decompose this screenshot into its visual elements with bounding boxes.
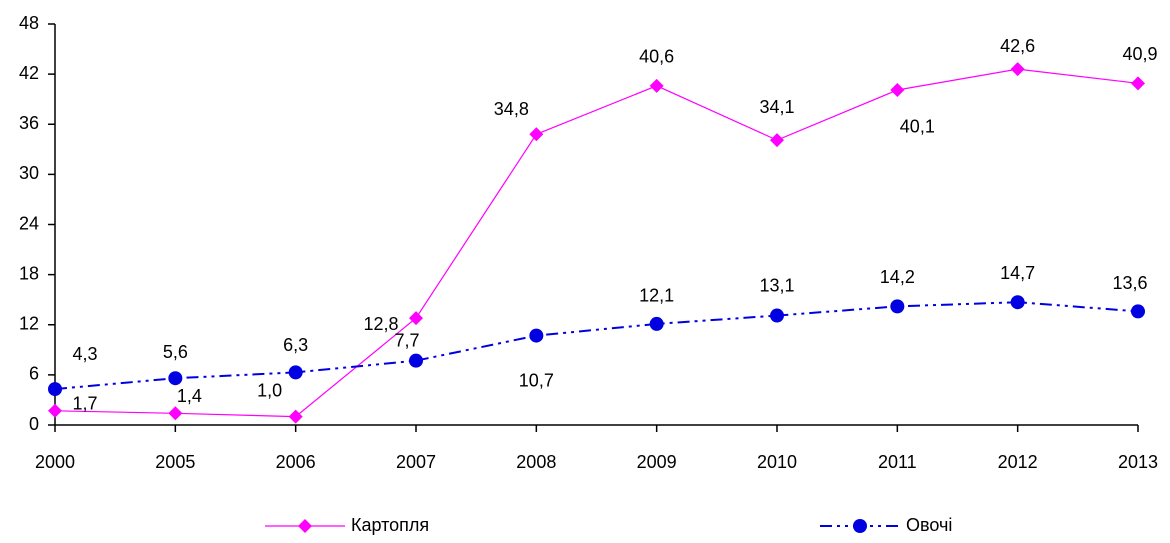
series-line [54,301,1139,391]
y-tick-label: 30 [19,163,39,183]
y-tick-label: 12 [19,314,39,334]
point [529,127,544,142]
data-label: 34,8 [494,99,529,119]
legend-marker [853,519,867,533]
point [1131,304,1145,319]
point [890,82,905,97]
series-line [54,68,1139,418]
point [1010,295,1025,310]
y-tick-label: 48 [19,13,39,33]
data-label: 6,3 [283,335,308,355]
x-tick-label: 2009 [637,452,677,472]
point [1131,76,1145,91]
y-tick-label: 42 [19,63,39,83]
point [649,316,664,331]
data-label: 7,7 [394,330,419,350]
x-tick-label: 2008 [516,452,556,472]
point [409,311,423,326]
data-label: 40,1 [900,117,935,137]
y-tick-label: 18 [19,263,39,283]
x-tick-label: 2005 [155,452,195,472]
data-label: 10,7 [519,370,554,390]
legend-marker [298,519,312,533]
point [649,78,664,93]
point [1010,62,1025,77]
legend-label: Овочі [906,515,952,535]
point [168,406,183,421]
point [409,353,423,368]
data-label: 1,7 [72,394,97,414]
point [529,328,544,343]
point [288,409,303,424]
data-label: 1,0 [257,380,282,400]
y-tick-label: 24 [19,213,39,233]
point [48,382,62,397]
x-tick-label: 2006 [276,452,316,472]
data-label: 4,3 [72,344,97,364]
y-tick-label: 6 [29,364,39,384]
data-label: 40,9 [1122,44,1157,64]
point [770,308,784,323]
x-tick-label: 2007 [396,452,436,472]
x-tick-label: 2012 [998,452,1038,472]
data-label: 13,6 [1112,273,1147,293]
y-tick-label: 0 [29,414,39,434]
x-tick-label: 2000 [35,452,75,472]
x-tick-label: 2010 [757,452,797,472]
point [288,365,303,380]
data-label: 14,7 [1000,263,1035,283]
data-label: 13,1 [759,275,794,295]
data-label: 12,1 [639,286,674,306]
data-label: 14,2 [880,267,915,287]
point [168,371,183,386]
data-label: 1,4 [177,386,202,406]
data-label: 12,8 [363,314,398,334]
point [890,299,905,314]
data-label: 42,6 [1000,36,1035,56]
x-tick-label: 2013 [1118,452,1158,472]
data-label: 5,6 [163,342,188,362]
point [770,133,784,148]
y-tick-label: 36 [19,113,39,133]
x-tick-label: 2011 [878,452,917,472]
data-label: 40,6 [639,47,674,67]
point [48,403,62,418]
data-label: 34,1 [759,97,794,117]
legend-label: Картопля [351,515,429,535]
